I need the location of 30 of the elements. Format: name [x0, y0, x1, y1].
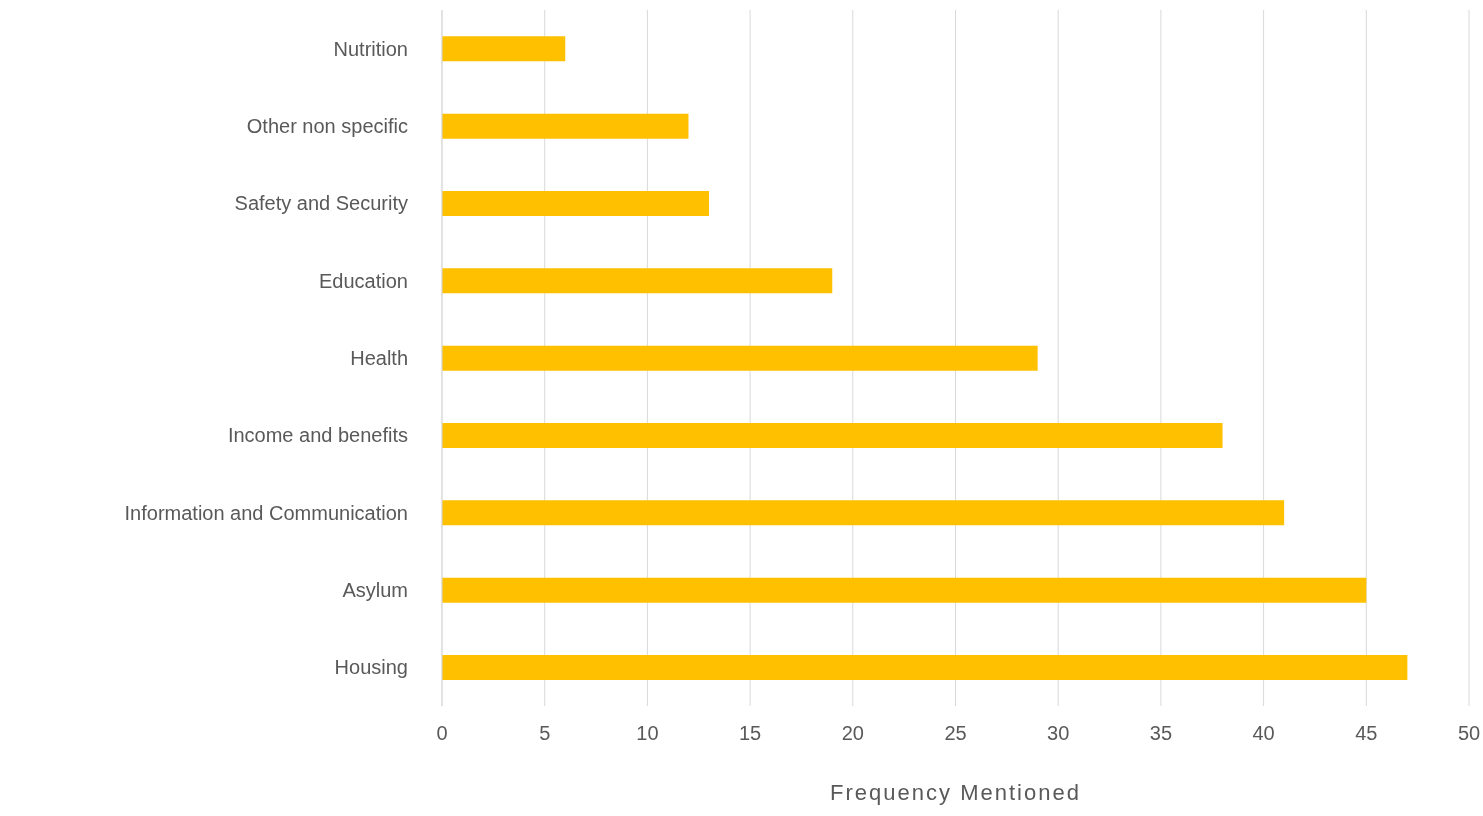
- x-tick-label: 35: [1149, 722, 1173, 745]
- y-tick-label: Nutrition: [333, 37, 408, 60]
- x-tick-label: 40: [1252, 722, 1275, 745]
- y-tick-label: Education: [319, 269, 408, 292]
- y-tick-label: Health: [350, 347, 408, 370]
- bar: [442, 268, 833, 294]
- x-tick-label: 50: [1457, 722, 1481, 745]
- y-tick-label: Other non specific: [246, 115, 408, 138]
- bar: [442, 654, 1408, 680]
- x-tick-label: 0: [436, 722, 448, 745]
- x-tick-label: 5: [539, 722, 551, 745]
- bar: [442, 345, 1038, 371]
- x-tick-label: 30: [1047, 722, 1070, 745]
- bar: [442, 422, 1223, 448]
- x-tick-label: 15: [738, 722, 762, 745]
- y-tick-label: Income and benefits: [227, 424, 408, 447]
- bar: [442, 190, 710, 216]
- x-tick-label: 45: [1355, 722, 1378, 745]
- y-tick-label: Information and Communication: [124, 501, 408, 524]
- y-tick-label: Asylum: [342, 579, 408, 602]
- bar: [442, 577, 1367, 603]
- bar: [442, 36, 566, 62]
- y-tick-label: Safety and Security: [234, 192, 408, 215]
- x-tick-label: 25: [944, 722, 967, 745]
- bar: [442, 113, 689, 139]
- y-tick-label: Housing: [334, 656, 408, 679]
- x-tick-label: 10: [636, 722, 659, 745]
- x-axis-title: Frequency Mentioned: [830, 780, 1081, 805]
- bar: [442, 500, 1285, 526]
- x-tick-label: 20: [841, 722, 864, 745]
